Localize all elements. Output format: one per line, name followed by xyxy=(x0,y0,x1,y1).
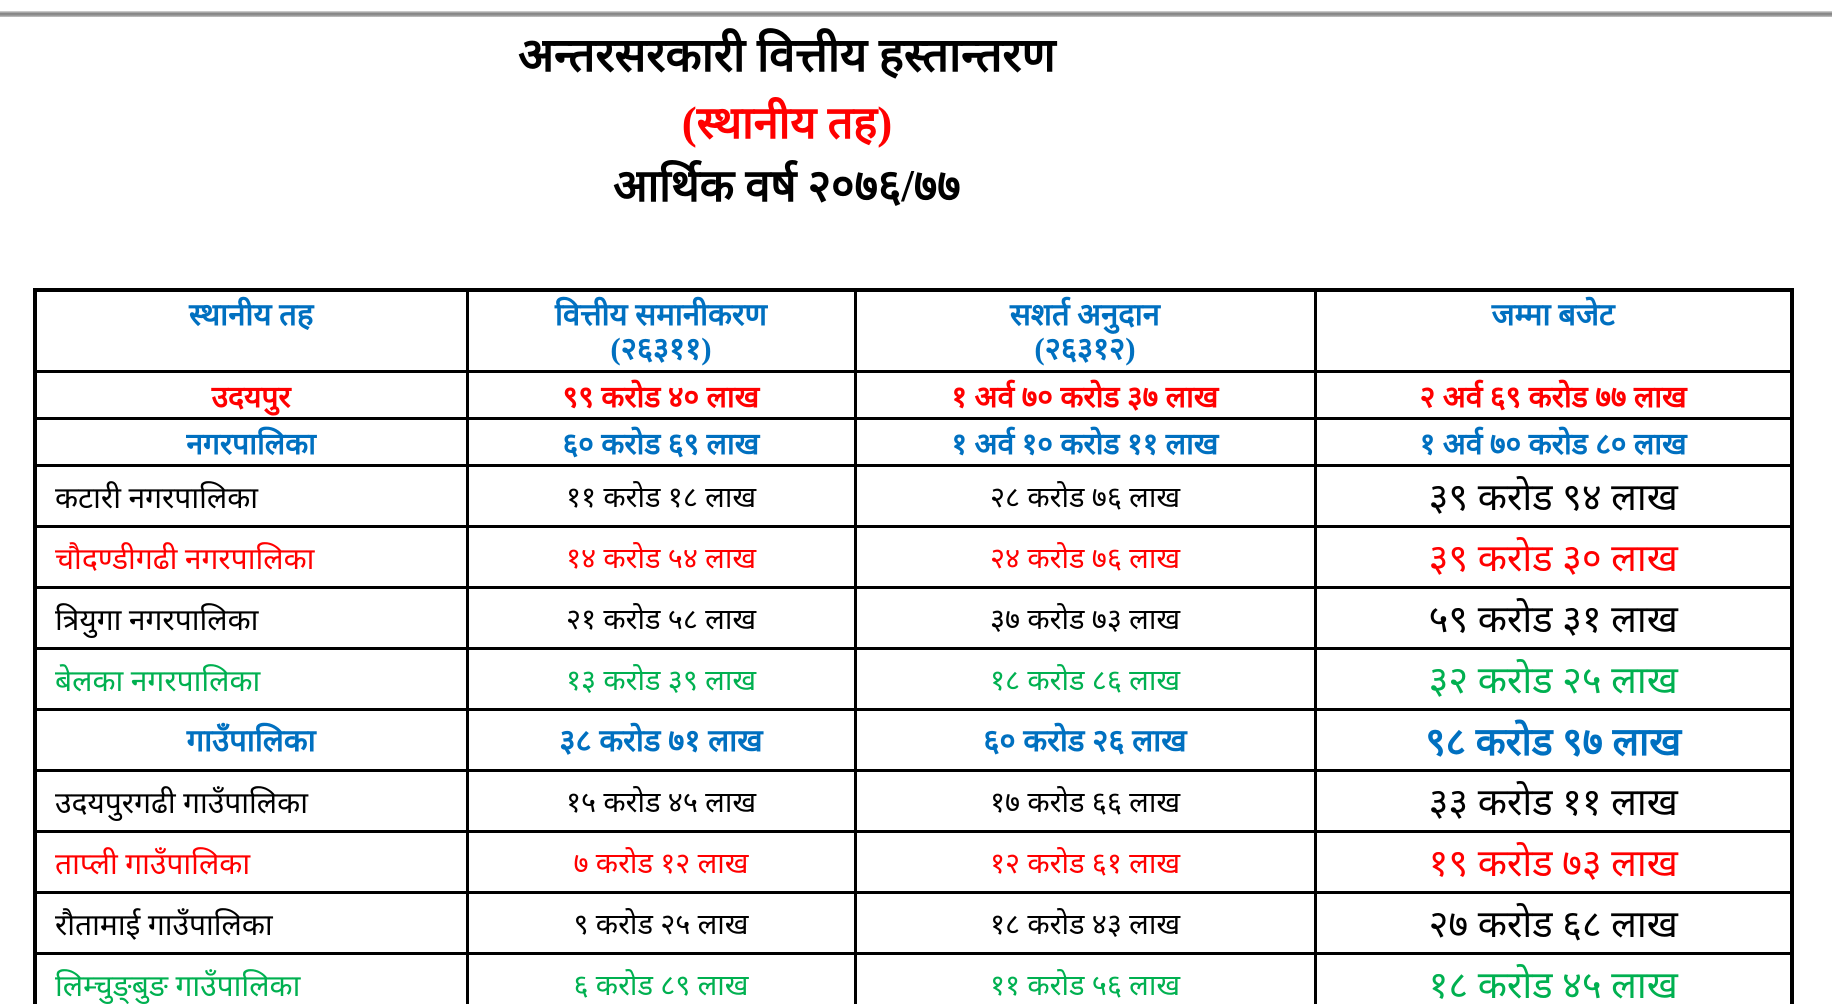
header-code: (२६३१२) xyxy=(1034,331,1136,366)
budget-table-wrap: स्थानीय तह वित्तीय समानीकरण (२६३११) सशर्… xyxy=(33,288,1794,1004)
table-row: कटारी नगरपालिका ११ करोड १८ लाख २८ करोड ७६ … xyxy=(33,464,1794,528)
table-row: त्रियुगा नगरपालिका २१ करोड ५८ लाख ३७ करोड … xyxy=(33,586,1794,650)
page-top-divider xyxy=(0,11,1832,17)
fiscal-equalization-value: २१ करोड ५८ लाख xyxy=(465,586,857,650)
fiscal-equalization-value: ९९ करोड ४० लाख xyxy=(465,370,857,420)
conditional-grant-value: १७ करोड ६६ लाख xyxy=(853,769,1317,833)
total-budget-value: ३२ करोड २५ लाख xyxy=(1313,647,1794,711)
table-header-row: स्थानीय तह वित्तीय समानीकरण (२६३११) सशर्… xyxy=(33,288,1794,373)
conditional-grant-value: १८ करोड ४३ लाख xyxy=(853,891,1317,955)
conditional-grant-value: १८ करोड ८६ लाख xyxy=(853,647,1317,711)
conditional-grant-value: ३७ करोड ७३ लाख xyxy=(853,586,1317,650)
local-level-name: बेलका नगरपालिका xyxy=(33,647,469,711)
fiscal-equalization-value: १५ करोड ४५ लाख xyxy=(465,769,857,833)
table-row: लिम्चुङ्बुङ गाउँपालिका ६ करोड ८९ लाख ११ कर… xyxy=(33,952,1794,1004)
total-budget-value: ५९ करोड ३१ लाख xyxy=(1313,586,1794,650)
document-subtitle: (स्थानीय तह) xyxy=(681,98,893,148)
local-level-name: ताप्ली गाउँपालिका xyxy=(33,830,469,894)
conditional-grant-value: ६० करोड २६ लाख xyxy=(853,708,1317,772)
total-budget-value: ३३ करोड ११ लाख xyxy=(1313,769,1794,833)
fiscal-equalization-value: ७ करोड १२ लाख xyxy=(465,830,857,894)
conditional-grant-value: १ अर्व ७० करोड ३७ लाख xyxy=(853,370,1317,420)
header-label: जम्मा बजेट xyxy=(1491,297,1615,332)
header-label: वित्तीय समानीकरण xyxy=(554,297,768,332)
local-level-name: उदयपुर xyxy=(33,370,469,420)
local-level-name: रौतामाई गाउँपालिका xyxy=(33,891,469,955)
table-row: उदयपुरगढी गाउँपालिका १५ करोड ४५ लाख १७ करो… xyxy=(33,769,1794,833)
local-level-name: गाउँपालिका xyxy=(33,708,469,772)
table-row: चौदण्डीगढी नगरपालिका १४ करोड ५४ लाख २४ करो… xyxy=(33,525,1794,589)
fiscal-year-title: आर्थिक वर्ष २०७६/७७ xyxy=(613,161,961,211)
total-budget-value: २७ करोड ६८ लाख xyxy=(1313,891,1794,955)
document-title-block: अन्तरसरकारी वित्तीय हस्तान्तरण (स्थानीय … xyxy=(0,20,1574,218)
local-level-name: लिम्चुङ्बुङ गाउँपालिका xyxy=(33,952,469,1004)
fiscal-equalization-value: ६० करोड ६९ लाख xyxy=(465,417,857,467)
total-budget-value: ३९ करोड ३० लाख xyxy=(1313,525,1794,589)
table-row: नगरपालिका ६० करोड ६९ लाख १ अर्व १० करोड ११… xyxy=(33,417,1794,467)
conditional-grant-value: २४ करोड ७६ लाख xyxy=(853,525,1317,589)
header-fiscal-equalization: वित्तीय समानीकरण (२६३११) xyxy=(465,288,857,373)
conditional-grant-value: ११ करोड ५६ लाख xyxy=(853,952,1317,1004)
fiscal-equalization-value: ९ करोड २५ लाख xyxy=(465,891,857,955)
header-code: (२६३११) xyxy=(610,331,712,366)
header-label: स्थानीय तह xyxy=(189,297,314,332)
header-local-level: स्थानीय तह xyxy=(33,288,469,373)
total-budget-value: ९८ करोड ९७ लाख xyxy=(1313,708,1794,772)
conditional-grant-value: २८ करोड ७६ लाख xyxy=(853,464,1317,528)
fiscal-equalization-value: १३ करोड ३९ लाख xyxy=(465,647,857,711)
conditional-grant-value: १२ करोड ६१ लाख xyxy=(853,830,1317,894)
fiscal-equalization-value: ११ करोड १८ लाख xyxy=(465,464,857,528)
local-level-name: उदयपुरगढी गाउँपालिका xyxy=(33,769,469,833)
local-level-name: नगरपालिका xyxy=(33,417,469,467)
fiscal-equalization-value: १४ करोड ५४ लाख xyxy=(465,525,857,589)
total-budget-value: १ अर्व ७० करोड ८० लाख xyxy=(1313,417,1794,467)
table-row: उदयपुर ९९ करोड ४० लाख १ अर्व ७० करोड ३७ ला… xyxy=(33,370,1794,420)
local-level-name: कटारी नगरपालिका xyxy=(33,464,469,528)
local-level-name: चौदण्डीगढी नगरपालिका xyxy=(33,525,469,589)
header-total-budget: जम्मा बजेट xyxy=(1313,288,1794,373)
table-row: गाउँपालिका ३८ करोड ७१ लाख ६० करोड २६ लाख ९८… xyxy=(33,708,1794,772)
budget-table: स्थानीय तह वित्तीय समानीकरण (२६३११) सशर्… xyxy=(33,288,1794,1004)
total-budget-value: १९ करोड ७३ लाख xyxy=(1313,830,1794,894)
table-row: बेलका नगरपालिका १३ करोड ३९ लाख १८ करोड ८६ … xyxy=(33,647,1794,711)
header-conditional-grant: सशर्त अनुदान (२६३१२) xyxy=(853,288,1317,373)
local-level-name: त्रियुगा नगरपालिका xyxy=(33,586,469,650)
table-row: ताप्ली गाउँपालिका ७ करोड १२ लाख १२ करोड ६१… xyxy=(33,830,1794,894)
total-budget-value: १८ करोड ४५ लाख xyxy=(1313,952,1794,1004)
header-label: सशर्त अनुदान xyxy=(1009,297,1161,332)
total-budget-value: ३९ करोड ९४ लाख xyxy=(1313,464,1794,528)
fiscal-equalization-value: ३८ करोड ७१ लाख xyxy=(465,708,857,772)
table-row: रौतामाई गाउँपालिका ९ करोड २५ लाख १८ करोड ४… xyxy=(33,891,1794,955)
document-title: अन्तरसरकारी वित्तीय हस्तान्तरण xyxy=(518,30,1056,82)
conditional-grant-value: १ अर्व १० करोड ११ लाख xyxy=(853,417,1317,467)
total-budget-value: २ अर्व ६९ करोड ७७ लाख xyxy=(1313,370,1794,420)
fiscal-equalization-value: ६ करोड ८९ लाख xyxy=(465,952,857,1004)
